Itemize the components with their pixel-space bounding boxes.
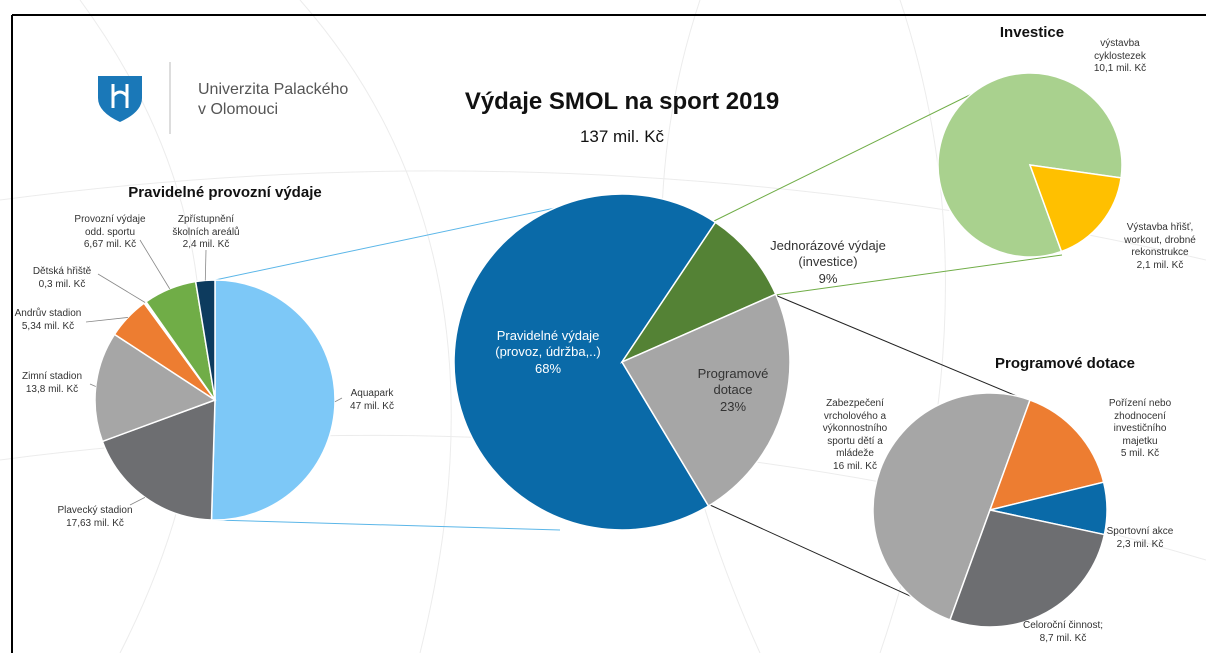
slice-value: 2,3 mil. Kč xyxy=(1116,538,1164,550)
slice-value: 2,4 mil. Kč xyxy=(182,239,230,250)
slice-category: Aquapark xyxy=(350,388,394,399)
leader-line xyxy=(129,497,146,506)
pie-title: Programové dotace xyxy=(994,355,1136,372)
slice-label: Dětská hřiště 0,3 mil. Kč xyxy=(22,266,102,291)
slice-category: Zimní stadion xyxy=(21,371,83,382)
slice-label: Zabezpečení vrcholového a výkonnostního … xyxy=(808,398,903,473)
leader-line xyxy=(89,383,96,387)
slice-label: Zpřístupnění školních areálů 2,4 mil. Kč xyxy=(166,214,246,252)
pie-subtitle: 137 mil. Kč xyxy=(579,127,665,146)
slice-value: 10,1 mil. Kč xyxy=(1093,63,1147,74)
leader-line xyxy=(97,273,146,303)
pie-slice xyxy=(620,293,791,508)
logo-text: Univerzita Palackého v Olomouci xyxy=(198,80,348,120)
slice-label: Provozní výdaje odd. sportu 6,67 mil. Kč xyxy=(65,214,155,252)
pie-slice xyxy=(872,392,1031,621)
slice-value: 68% xyxy=(534,360,562,376)
slice-label: Jednorázové výdaje (investice) 9% xyxy=(758,238,898,287)
pie-title: Pravidelné provozní výdaje xyxy=(128,184,322,201)
slice-value: 9% xyxy=(818,270,838,286)
slice-category: Zabezpečení vrcholového a výkonnostního … xyxy=(822,398,888,459)
slice-category: Zpřístupnění školních areálů xyxy=(172,214,240,238)
leader-line xyxy=(204,249,207,281)
slice-category: Celoroční činnost; xyxy=(1022,620,1104,631)
slice-value: 6,67 mil. Kč xyxy=(83,239,137,250)
slice-label: Pořízení nebo zhodnocení investičního ma… xyxy=(1100,398,1180,461)
slice-value: 0,3 mil. Kč xyxy=(38,278,86,290)
slice-label: Celoroční činnost; 8,7 mil. Kč xyxy=(1018,620,1108,645)
slice-value: 8,7 mil. Kč xyxy=(1039,632,1087,644)
slice-category: Programové dotace xyxy=(697,366,769,398)
slice-label: Pravidelné výdaje (provoz, údržba,..) 68% xyxy=(478,328,618,377)
slice-category: Sportovní akce xyxy=(1106,526,1174,537)
logo-shield xyxy=(98,76,142,122)
slice-value: 16 mil. Kč xyxy=(833,460,877,472)
slice-category: Dětská hřiště xyxy=(32,266,92,277)
pie-title: Investice xyxy=(999,24,1065,41)
logo-line: v Olomouci xyxy=(198,101,279,118)
pie-slice xyxy=(101,398,216,521)
pie-slice xyxy=(210,279,336,521)
slice-label: Andrův stadion 5,34 mil. Kč xyxy=(8,308,88,333)
slice-value: 23% xyxy=(719,398,747,414)
slice-label: Sportovní akce 2,3 mil. Kč xyxy=(1100,526,1180,551)
pie-slice xyxy=(1028,164,1122,253)
slice-value: 13,8 mil. Kč xyxy=(25,383,79,395)
slice-value: 5,34 mil. Kč xyxy=(21,320,75,332)
slice-value: 5 mil. Kč xyxy=(1120,448,1160,459)
slice-category: Pořízení nebo zhodnocení investičního ma… xyxy=(1108,398,1172,447)
pie-title: Výdaje SMOL na sport 2019 xyxy=(464,88,780,115)
slice-label: Plavecký stadion 17,63 mil. Kč xyxy=(45,505,145,530)
slice-category: Plavecký stadion xyxy=(57,505,133,516)
pie-slice xyxy=(949,509,1106,628)
leader-line xyxy=(85,317,128,323)
slice-label: Výstavba hřišť, workout, drobné rekonstr… xyxy=(1115,222,1205,272)
slice-label: Zimní stadion 13,8 mil. Kč xyxy=(12,371,92,396)
slice-category: Jednorázové výdaje (investice) xyxy=(770,238,886,270)
connectors xyxy=(214,84,1063,606)
slice-value: 2,1 mil. Kč xyxy=(1136,259,1184,271)
slice-label: Programové dotace 23% xyxy=(688,366,778,415)
slice-label: výstavba cyklostezek 10,1 mil. Kč xyxy=(1085,38,1155,76)
pie-slice xyxy=(453,193,717,531)
slice-value: 17,63 mil. Kč xyxy=(66,517,124,529)
logo-line: Univerzita Palackého xyxy=(198,81,349,98)
slice-category: Výstavba hřišť, workout, drobné rekonstr… xyxy=(1124,222,1196,258)
leader-line xyxy=(334,397,343,403)
logo-mark xyxy=(111,84,129,108)
pie-slice xyxy=(988,399,1105,512)
slice-label: Aquapark 47 mil. Kč xyxy=(337,388,407,413)
leader-line xyxy=(139,239,171,290)
pie-slice xyxy=(94,333,217,443)
slice-category: Provozní výdaje odd. sportu xyxy=(74,214,146,238)
slice-category: výstavba cyklostezek xyxy=(1094,38,1146,62)
pie-slice xyxy=(619,221,777,364)
slice-category: Pravidelné výdaje (provoz, údržba,..) xyxy=(495,328,601,360)
slice-category: Andrův stadion xyxy=(14,308,82,319)
slice-value: 47 mil. Kč xyxy=(350,400,394,412)
